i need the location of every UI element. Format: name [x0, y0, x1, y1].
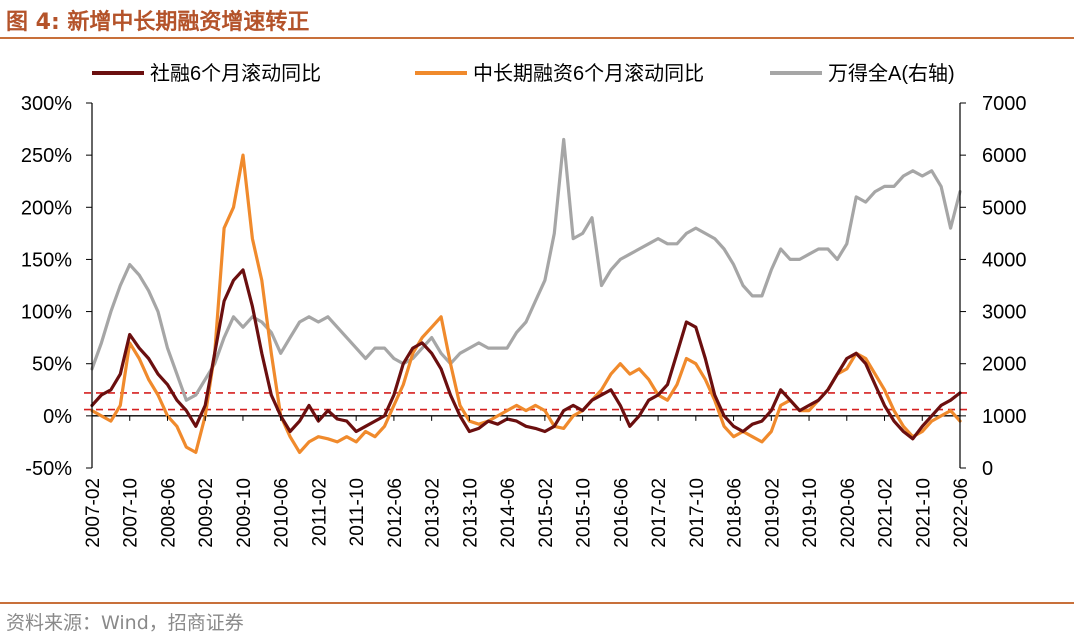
left-tick-label: 300% [21, 93, 72, 115]
x-tick-label: 2013-10 [460, 478, 481, 548]
x-tick-label: 2017-02 [649, 478, 670, 548]
left-tick-label: 50% [32, 354, 72, 376]
x-tick-label: 2007-02 [83, 478, 104, 548]
x-tick-label: 2009-10 [234, 478, 255, 548]
left-tick-label: 150% [21, 249, 72, 271]
x-tick-label: 2017-10 [687, 478, 708, 548]
x-tick-label: 2019-02 [762, 478, 783, 548]
x-tick-label: 2013-02 [423, 478, 444, 548]
x-tick-label: 2010-06 [272, 478, 293, 548]
series-line-0 [90, 268, 962, 441]
x-tick-label: 2011-02 [309, 478, 330, 546]
left-tick-label: 100% [21, 302, 72, 324]
right-tick-label: 4000 [982, 249, 1027, 271]
x-tick-label: 2018-06 [725, 478, 746, 548]
x-tick-label: 2019-10 [800, 478, 821, 548]
x-tick-label: 2011-10 [347, 478, 368, 546]
legend-label-0: 社融6个月滚动同比 [150, 62, 321, 85]
legend-label-1: 中长期融资6个月滚动同比 [473, 62, 704, 85]
series-line-2 [90, 137, 962, 402]
x-tick-label: 2015-10 [574, 478, 595, 548]
x-tick-label: 2022-06 [951, 478, 972, 548]
source-note: 资料来源：Wind，招商证券 [6, 612, 244, 634]
figure-title: 图 4: 新增中长期融资增速转正 [6, 10, 310, 35]
x-tick-label: 2012-06 [385, 478, 406, 548]
left-tick-label: 200% [21, 197, 72, 219]
right-tick-label: 7000 [982, 93, 1027, 115]
right-tick-label: 1000 [982, 406, 1027, 428]
series-lines [90, 137, 962, 454]
right-tick-label: 3000 [982, 302, 1027, 324]
left-tick-label: 0% [43, 406, 72, 428]
x-tick-label: 2021-10 [913, 478, 934, 548]
legend: 社融6个月滚动同比 中长期融资6个月滚动同比 万得全A(右轴) [92, 62, 955, 85]
left-tick-label: 250% [21, 145, 72, 167]
bottom-divider [0, 602, 1074, 604]
x-tick-label: 2009-02 [196, 478, 217, 548]
x-tick-label: 2008-06 [158, 478, 179, 548]
right-tick-label: 0 [982, 458, 993, 480]
x-tick-label: 2007-10 [121, 478, 142, 548]
x-tick-label: 2016-06 [611, 478, 632, 548]
legend-label-2: 万得全A(右轴) [828, 62, 955, 85]
reference-lines [84, 392, 968, 411]
x-tick-label: 2021-02 [876, 478, 897, 548]
line-chart: 社融6个月滚动同比 中长期融资6个月滚动同比 万得全A(右轴) 300% 250% 20… [21, 62, 1027, 548]
right-tick-label: 5000 [982, 197, 1027, 219]
x-tick-label: 2015-02 [536, 478, 557, 548]
x-tick-label: 2020-06 [838, 478, 859, 548]
x-tick-label: 2014-06 [498, 478, 519, 548]
top-divider [0, 37, 1074, 39]
axes: 300% 250% 200% 150% 100% 50% 0% -50% 7000 6000 500… [21, 93, 1027, 548]
right-tick-label: 6000 [982, 145, 1027, 167]
left-tick-label: -50% [25, 458, 72, 480]
right-tick-label: 2000 [982, 354, 1027, 376]
